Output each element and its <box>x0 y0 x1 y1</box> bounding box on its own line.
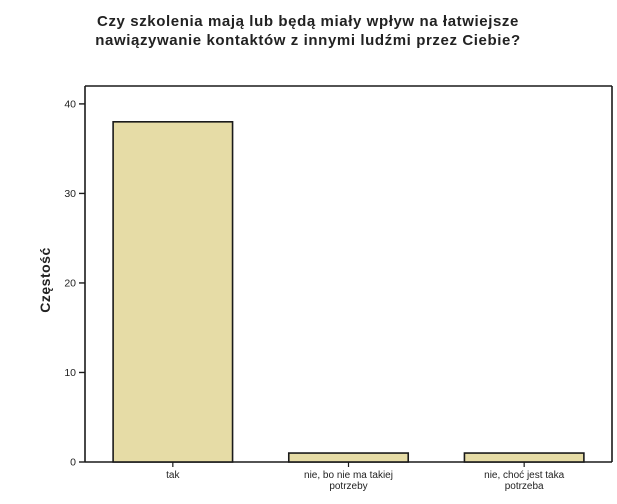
bar <box>463 452 585 463</box>
bar <box>287 452 410 463</box>
y-tick-label: 20 <box>64 277 76 289</box>
bar <box>112 121 234 463</box>
y-axis: 0 10 20 30 40 <box>64 98 85 469</box>
y-tick-label: 40 <box>64 98 76 110</box>
x-tick-label: nie, bo nie ma takiej <box>304 470 393 481</box>
bars <box>112 121 585 463</box>
y-axis-label: Częstość <box>37 247 53 312</box>
chart-title: Czy szkolenia mają lub będą miały wpływ … <box>95 13 520 49</box>
x-tick-label: potrzeby <box>329 481 367 492</box>
y-tick-label: 0 <box>70 457 76 469</box>
x-tick-label: tak <box>166 470 180 481</box>
chart-title-line-2: nawiązywanie kontaktów z innymi ludźmi p… <box>95 32 520 49</box>
chart-title-line-1: Czy szkolenia mają lub będą miały wpływ … <box>97 13 519 30</box>
x-tick-label: potrzeba <box>505 481 544 492</box>
x-tick-label: nie, choć jest taka <box>484 470 564 481</box>
y-tick-label: 10 <box>64 367 76 379</box>
y-tick-label: 30 <box>64 188 76 200</box>
